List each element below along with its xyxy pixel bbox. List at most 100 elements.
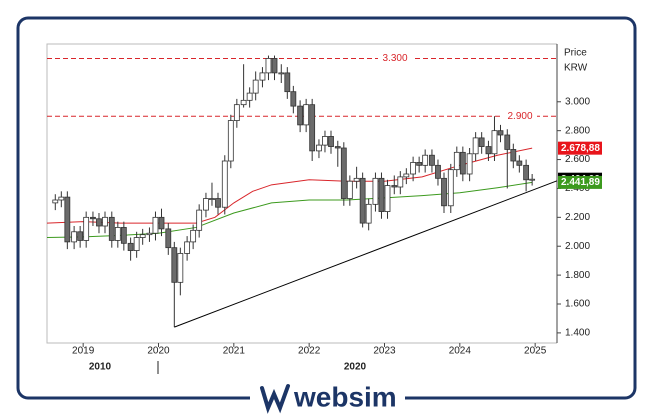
candle-body	[221, 160, 228, 208]
candle-body	[196, 209, 203, 231]
candle-body	[114, 227, 121, 241]
candle-body	[190, 229, 197, 243]
candle-body	[259, 72, 266, 81]
candle-body	[102, 216, 108, 227]
candle-body	[233, 104, 240, 121]
candle-body	[472, 137, 479, 155]
x-tick-label: 2024	[449, 346, 472, 357]
candle-body	[127, 242, 134, 251]
candle-body	[334, 146, 341, 149]
y-tick-label: 2.600	[565, 154, 590, 165]
level-label: 2.900	[507, 111, 532, 122]
candle-body	[58, 196, 65, 201]
candle-body	[120, 227, 127, 244]
y-tick-label: 1.600	[565, 299, 590, 310]
candle-body	[378, 177, 385, 212]
x-tick-label: 2023	[373, 346, 396, 357]
candle-body	[410, 162, 417, 175]
candle-body	[246, 92, 253, 101]
candle-body	[303, 104, 310, 126]
candle-body	[171, 247, 178, 283]
candle-body	[516, 160, 523, 166]
candle-body	[309, 104, 316, 152]
x-tick-label: 2020	[147, 346, 170, 357]
candle-body	[447, 169, 454, 207]
candle-body	[510, 149, 517, 162]
candle-body	[177, 253, 184, 283]
candle-body	[83, 216, 90, 241]
candle-body	[284, 72, 291, 93]
candle-body	[485, 146, 492, 155]
x-tick-label: 2021	[223, 346, 246, 357]
candle-body	[466, 153, 473, 175]
candle-body	[328, 136, 334, 147]
candle-body	[384, 185, 391, 212]
candle-body	[372, 177, 379, 205]
candle-body	[453, 151, 460, 171]
candle-body	[227, 120, 234, 162]
candle-body	[441, 177, 447, 207]
y-tick-label: 1.800	[565, 270, 590, 281]
candle-body	[71, 231, 78, 243]
x-period-label: 2020	[344, 362, 367, 373]
trendline	[174, 180, 558, 328]
candle-body	[478, 137, 485, 147]
candle-body	[523, 164, 530, 181]
candle-body	[52, 199, 59, 204]
candle-body	[96, 218, 102, 227]
y-tick-label: 2.200	[565, 212, 590, 223]
candle-body	[139, 234, 146, 238]
candle-body	[346, 180, 353, 199]
logo-icon	[260, 384, 290, 414]
candle-body	[64, 196, 71, 243]
candle-body	[146, 232, 153, 236]
candle-body	[165, 228, 172, 249]
x-period-label: 2010	[89, 362, 112, 373]
price-tag	[558, 141, 602, 155]
candle-body	[322, 136, 328, 146]
candle-body	[152, 216, 159, 234]
y-tick-label: 1.400	[565, 328, 590, 339]
candle-body	[491, 130, 498, 155]
y-tick-label: 2.800	[565, 125, 590, 136]
candle-body	[459, 151, 466, 175]
candle-body	[397, 176, 404, 188]
candle-body	[215, 198, 221, 208]
price-tag-label: 2.678,88	[561, 143, 600, 154]
candle-body	[497, 130, 504, 136]
candle-body	[429, 154, 435, 166]
candle-body	[416, 162, 423, 166]
candle-body	[529, 178, 536, 181]
candle-body	[77, 231, 84, 241]
candle-body	[316, 144, 322, 152]
level-label-bg	[378, 52, 412, 65]
candle-body	[184, 241, 191, 254]
candle-body	[290, 91, 297, 107]
candle-body	[252, 79, 259, 94]
candle-body	[158, 216, 165, 230]
x-tick-label: 2019	[72, 346, 95, 357]
x-tick-label: 2022	[298, 346, 321, 357]
x-tick-label: 2025	[524, 346, 547, 357]
candle-body	[133, 237, 140, 251]
candle-body	[265, 58, 272, 74]
candle-body	[271, 58, 278, 74]
candle-body	[359, 177, 366, 224]
price-tag	[558, 175, 602, 189]
candle-body	[108, 216, 115, 241]
candle-body	[391, 185, 398, 188]
price-tag-label: 2.441,89	[561, 177, 600, 188]
y-axis-title: Price	[564, 48, 587, 59]
candle-body	[240, 99, 247, 106]
candle-body	[203, 198, 209, 211]
frame	[16, 16, 637, 400]
candle-body	[209, 198, 215, 200]
brand-name: websim	[293, 381, 397, 412]
candle-body	[504, 134, 511, 150]
candle-body	[278, 72, 285, 75]
candle-body	[435, 164, 441, 179]
y-axis-title: KRW	[564, 63, 588, 74]
plot-border	[46, 43, 557, 344]
